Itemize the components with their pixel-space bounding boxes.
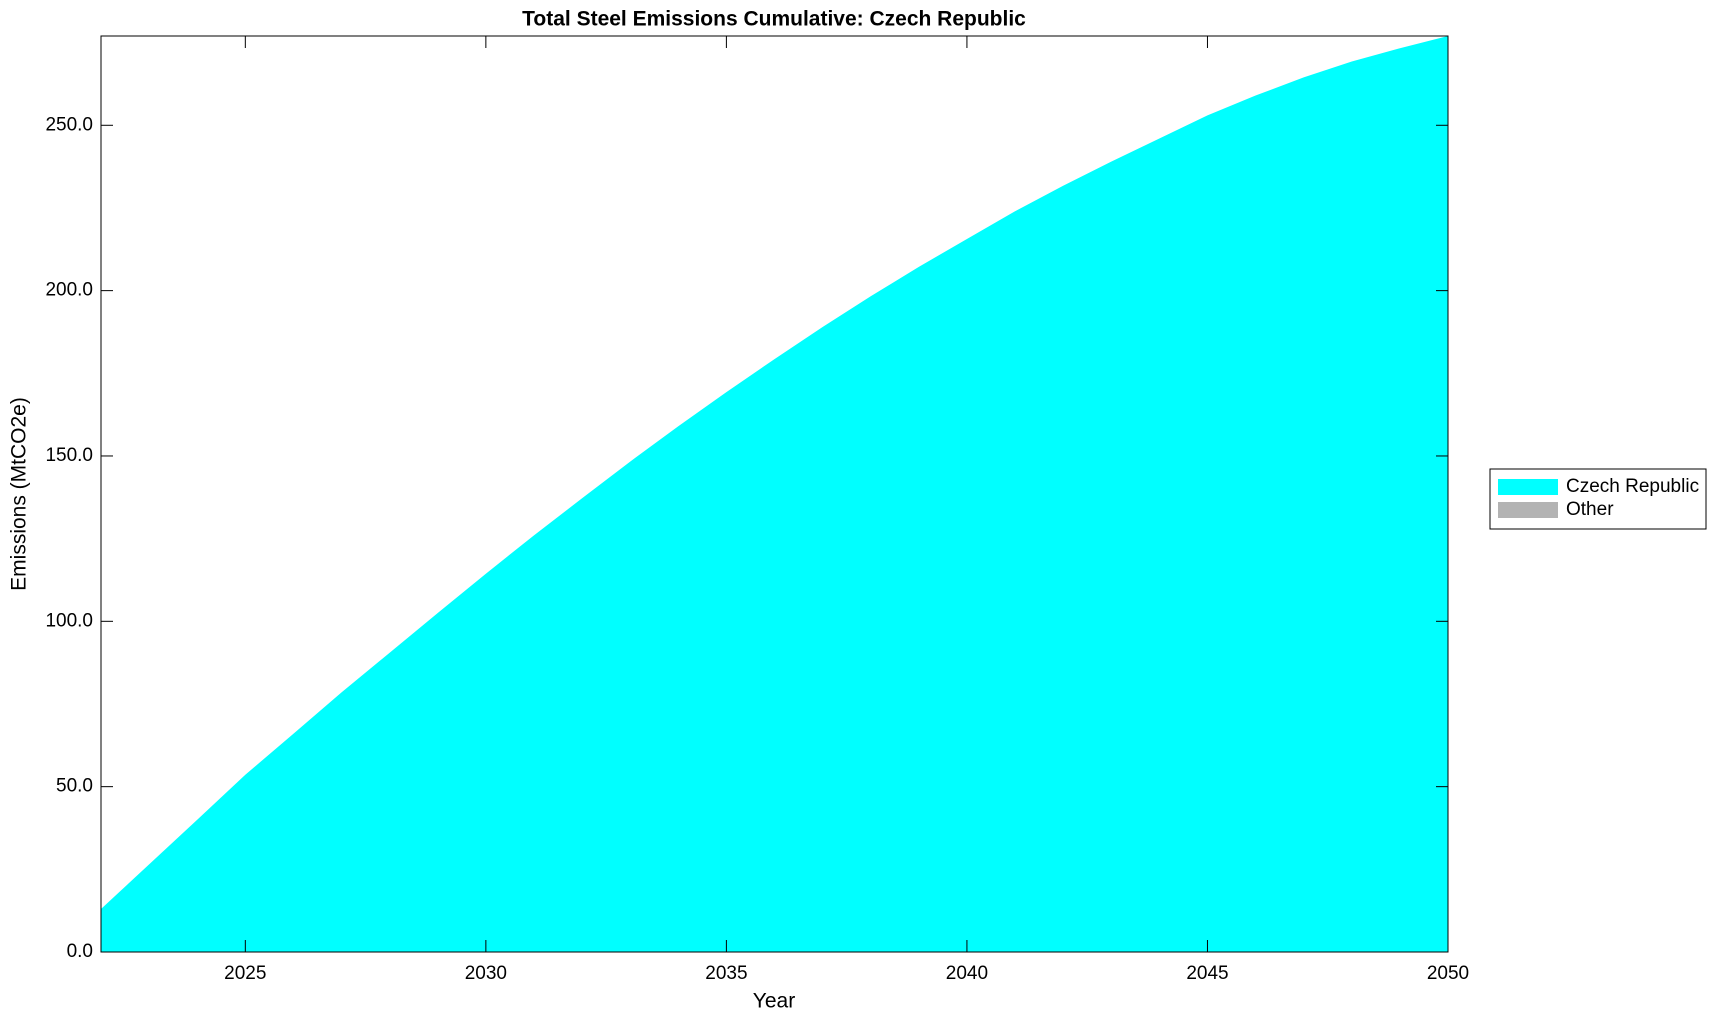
legend-swatch: [1498, 502, 1558, 518]
y-tick-label: 150.0: [45, 445, 93, 466]
y-tick-label: 50.0: [56, 776, 93, 797]
legend-swatch: [1498, 479, 1558, 495]
legend-label: Other: [1566, 499, 1614, 520]
x-tick-label: 2035: [705, 963, 747, 984]
area: [101, 36, 1448, 952]
legend-label: Czech Republic: [1566, 476, 1699, 497]
plot-frame: [100, 35, 1449, 953]
y-tick-label: 250.0: [45, 114, 93, 135]
x-axis-label: Year: [753, 990, 795, 1013]
x-tick-label: 2045: [1186, 963, 1228, 984]
y-tick-label: 0.0: [67, 941, 93, 962]
x-tick-label: 2025: [224, 963, 266, 984]
x-tick-label: 2030: [465, 963, 507, 984]
y-axis-label: Emissions (MtCO2e): [8, 397, 31, 591]
y-tick-label: 200.0: [45, 280, 93, 301]
x-tick-label: 2050: [1427, 963, 1469, 984]
y-tick-label: 100.0: [45, 610, 93, 631]
x-tick-label: 2040: [946, 963, 988, 984]
chart-title: Total Steel Emissions Cumulative: Czech …: [522, 8, 1026, 31]
